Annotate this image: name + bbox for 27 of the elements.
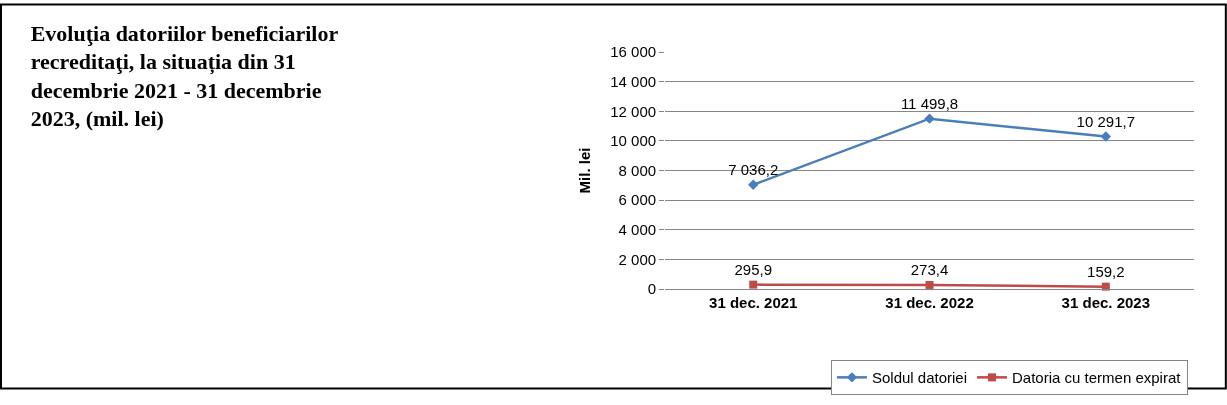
data-label: 11 499,8: [900, 94, 959, 112]
point: [1100, 131, 1112, 142]
point: [925, 280, 934, 289]
y-tick-label: 0: [647, 280, 657, 298]
data-label: 159,2: [1087, 262, 1125, 280]
point: [924, 113, 935, 124]
y-tick-label: 6 000: [618, 191, 657, 209]
y-tick-label: 4 000: [618, 221, 657, 238]
y-tick-label: 12 000: [610, 102, 657, 120]
y-tick-label: 16 000: [610, 43, 657, 61]
y-axis-title: Mil. lei: [576, 147, 594, 194]
y-tick-label: 2 000: [618, 250, 657, 268]
text: Evoluţia datoriilor beneficiarilor recreditaţi, la situația din 31 decembrie 2021 - 31 decembrie 2023, (mil. lei): [30, 20, 339, 132]
y-tick-label: 14 000: [610, 72, 657, 90]
data-label: 10 291,7: [1076, 112, 1136, 130]
x-tick-label: 31 dec. 2021: [709, 294, 798, 311]
x-tick-label: 31 dec. 2023: [1061, 294, 1151, 311]
legend-label: Soldul datoriei: [871, 369, 968, 387]
legend-label: Datoria cu termen expirat: [1012, 369, 1182, 387]
y-tick-label: 10 000: [610, 132, 657, 150]
x-tick-label: 31 dec. 2022: [885, 294, 974, 311]
point: [749, 280, 758, 289]
data-label: 7 036,2: [728, 161, 779, 179]
point: [748, 179, 759, 190]
y-tick-label: 8 000: [618, 161, 657, 179]
data-label: 273,4: [910, 261, 949, 279]
data-label: 295,9: [734, 260, 773, 278]
